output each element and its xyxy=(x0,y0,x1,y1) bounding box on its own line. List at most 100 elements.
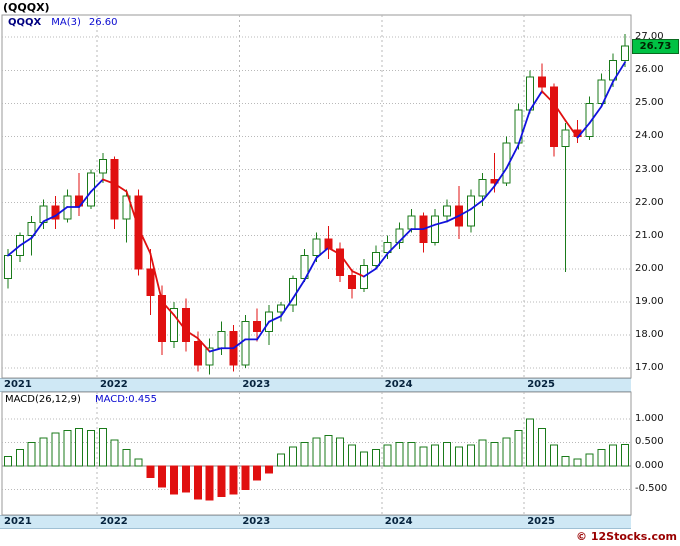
last-price-badge: 26.73 xyxy=(632,39,679,55)
macd-bar xyxy=(27,441,36,467)
macd-bar xyxy=(621,444,630,467)
macd-bar xyxy=(170,465,179,495)
candle-body xyxy=(3,255,12,280)
macd-bar xyxy=(526,418,535,467)
ma-value: 26.60 xyxy=(88,17,118,28)
ma-line-segment xyxy=(315,246,330,259)
macd-bar xyxy=(359,451,368,467)
ma-line-segment xyxy=(42,214,57,223)
price-axis-label: 26.00 xyxy=(635,64,664,76)
ma-line-segment xyxy=(7,244,21,257)
ma-line-segment xyxy=(113,182,128,193)
candle-body xyxy=(407,215,416,230)
ma-line-segment xyxy=(576,122,591,139)
ma-line-segment xyxy=(54,206,69,217)
ma-line-segment xyxy=(78,190,92,208)
candle-body xyxy=(241,321,250,366)
ma-line-segment xyxy=(458,208,472,217)
ma-line-segment xyxy=(137,227,152,255)
macd-bar xyxy=(573,458,582,467)
candle-body xyxy=(478,178,487,197)
ma-line-segment xyxy=(600,80,615,108)
year-label: 2022 xyxy=(99,516,128,527)
macd-bar xyxy=(87,430,96,467)
ticker-symbol: QQQX xyxy=(8,17,42,28)
ma-line-segment xyxy=(90,178,104,193)
candle-body xyxy=(537,76,546,88)
ma-line-segment xyxy=(279,297,294,318)
candle-body xyxy=(110,159,119,220)
ma-line-segment xyxy=(541,90,555,105)
ma-line-segment xyxy=(196,337,211,353)
ma-line-segment xyxy=(185,329,199,340)
candle-body xyxy=(443,205,452,217)
ma-line-segment xyxy=(339,253,354,272)
macd-legend: MACD(26,12,9) MACD:0.455 xyxy=(5,394,157,405)
price-axis-label: 20.00 xyxy=(635,262,664,274)
price-plot-area xyxy=(1,14,632,379)
ma-line-segment xyxy=(564,120,579,139)
macd-bar xyxy=(383,444,392,467)
macd-bar xyxy=(146,465,155,479)
macd-bar xyxy=(502,437,511,467)
ma-line-segment xyxy=(552,102,567,122)
candle-body xyxy=(561,129,570,147)
year-label: 2025 xyxy=(527,516,556,527)
candle-body xyxy=(193,341,202,366)
candle-body xyxy=(371,251,380,266)
macd-bar xyxy=(490,441,499,467)
macd-bar xyxy=(217,465,226,498)
candle-body xyxy=(276,304,285,313)
year-label: 2024 xyxy=(384,379,413,390)
ma-line-segment xyxy=(505,144,520,170)
macd-bar xyxy=(276,453,285,467)
price-axis-label: 19.00 xyxy=(635,295,664,307)
macd-bar xyxy=(205,465,214,501)
macd-params-label: MACD(26,12,9) xyxy=(5,394,81,405)
year-label: 2025 xyxy=(527,379,556,390)
macd-bar xyxy=(122,449,131,467)
price-legend: QQQX MA(3) 26.60 xyxy=(8,17,126,28)
ma-line-segment xyxy=(386,240,401,255)
ma-line-segment xyxy=(30,220,45,239)
macd-bar xyxy=(324,434,333,467)
ma-line-segment xyxy=(588,105,603,125)
price-axis-label: 21.00 xyxy=(635,229,664,241)
macd-bar xyxy=(454,446,463,467)
macd-bar xyxy=(348,444,357,467)
macd-bar xyxy=(158,465,167,488)
ma-line-segment xyxy=(268,315,282,323)
year-label: 2024 xyxy=(384,516,413,527)
ma-line-segment xyxy=(208,347,223,353)
macd-axis-label: -0.500 xyxy=(635,483,668,495)
candle-body xyxy=(549,86,558,147)
macd-value-label: MACD:0.455 xyxy=(94,394,157,405)
candle-body xyxy=(181,308,190,343)
macd-bar xyxy=(193,465,202,500)
candle-body xyxy=(253,321,262,333)
macd-bar xyxy=(134,458,143,467)
ma-line-segment xyxy=(101,178,116,185)
macd-bar xyxy=(98,427,107,467)
candle-body xyxy=(87,172,96,207)
macd-bar xyxy=(585,453,594,467)
ma-line-segment xyxy=(303,256,318,281)
ma-line-segment xyxy=(173,314,187,332)
ma-line-segment xyxy=(422,223,437,230)
price-axis-label: 25.00 xyxy=(635,97,664,109)
candle-body xyxy=(431,215,440,243)
macd-bar xyxy=(466,444,475,467)
macd-bar xyxy=(300,441,309,467)
ma-line-segment xyxy=(529,90,543,111)
macd-bar xyxy=(181,465,190,493)
year-label: 2023 xyxy=(242,516,271,527)
macd-bar xyxy=(51,432,60,467)
ma-line-segment xyxy=(469,199,484,211)
macd-bar xyxy=(253,465,262,481)
macd-bar xyxy=(110,439,119,467)
macd-bar xyxy=(288,446,297,467)
macd-bar xyxy=(395,441,404,467)
ma-line-segment xyxy=(363,267,377,278)
